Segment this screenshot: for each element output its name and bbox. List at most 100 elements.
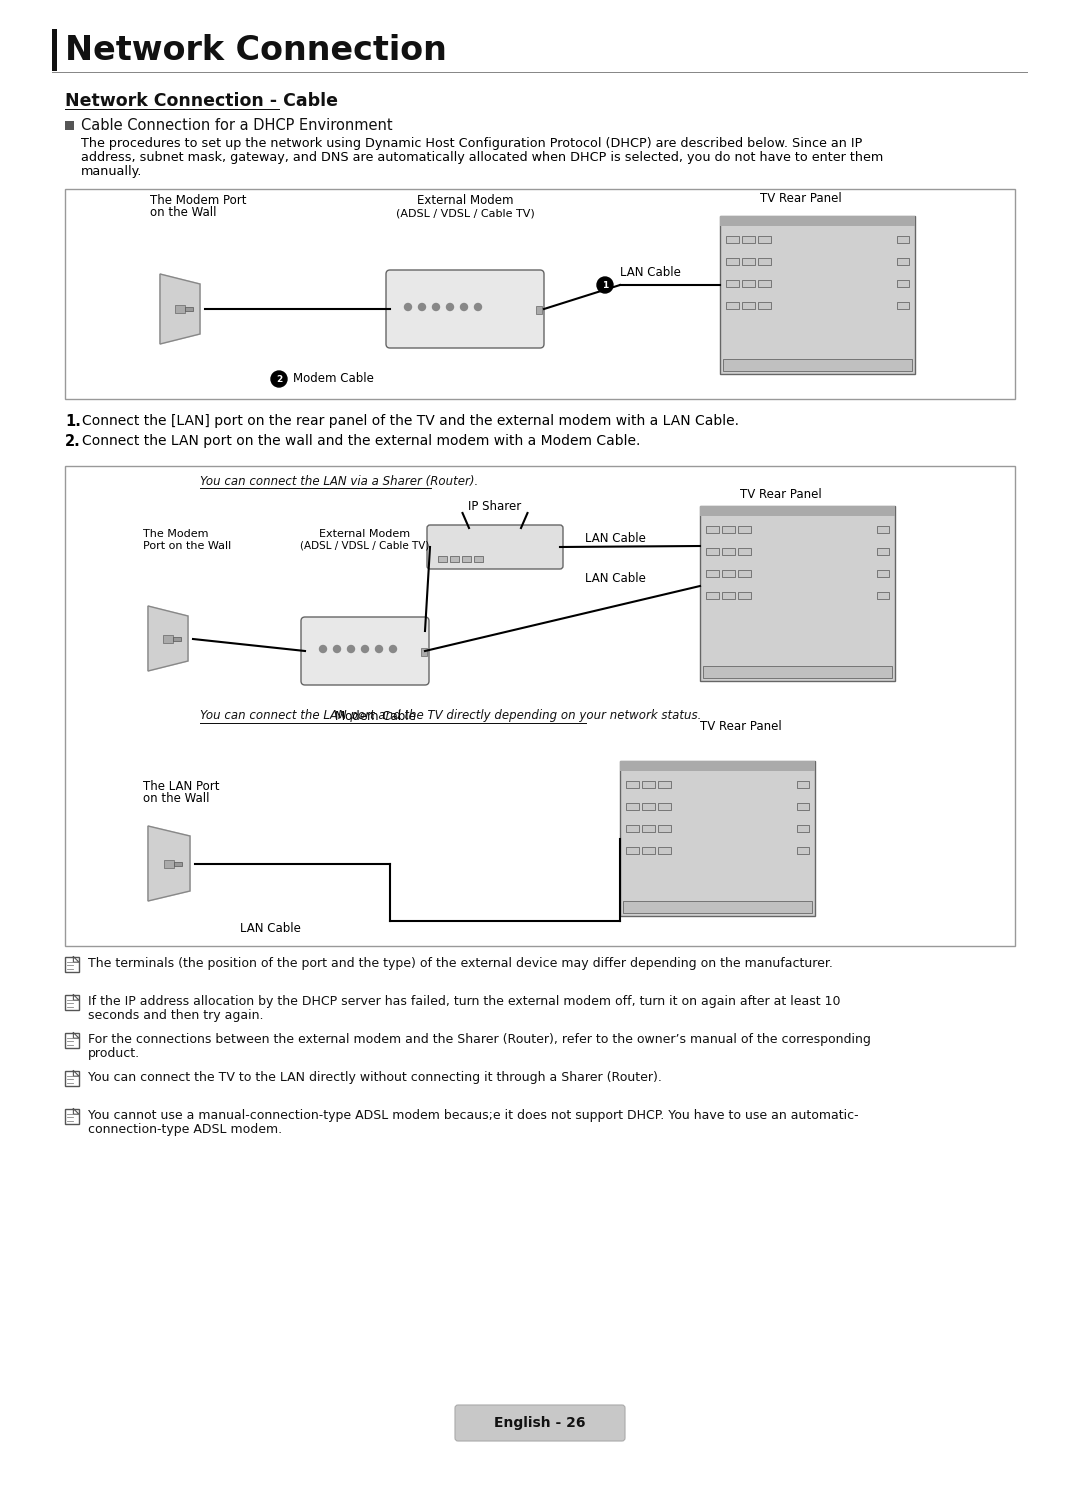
Bar <box>723 592 735 600</box>
Bar <box>897 257 909 265</box>
Bar <box>65 466 1015 946</box>
Bar <box>65 994 79 1010</box>
Text: 1: 1 <box>602 281 608 290</box>
Bar <box>738 570 751 577</box>
Bar <box>897 237 909 243</box>
Bar <box>438 557 447 562</box>
Bar <box>758 237 771 243</box>
Text: Connect the LAN port on the wall and the external modem with a Modem Cable.: Connect the LAN port on the wall and the… <box>82 434 640 448</box>
Bar <box>897 302 909 310</box>
Text: 2.: 2. <box>65 433 81 448</box>
Polygon shape <box>148 606 188 671</box>
Bar <box>797 824 809 832</box>
Text: Connect the [LAN] port on the rear panel of the TV and the external modem with a: Connect the [LAN] port on the rear panel… <box>82 414 739 429</box>
Text: TV Rear Panel: TV Rear Panel <box>740 488 822 500</box>
Text: TV Rear Panel: TV Rear Panel <box>700 720 782 732</box>
Bar <box>626 804 639 809</box>
Text: product.: product. <box>87 1048 140 1061</box>
Text: IP Sharer: IP Sharer <box>469 500 522 512</box>
Bar <box>723 359 912 371</box>
Circle shape <box>432 304 440 311</box>
Text: on the Wall: on the Wall <box>150 207 216 220</box>
Circle shape <box>419 304 426 311</box>
Bar <box>726 257 739 265</box>
Circle shape <box>446 304 454 311</box>
Bar <box>726 302 739 310</box>
Text: LAN Cable: LAN Cable <box>240 921 300 934</box>
Bar <box>620 760 815 917</box>
Text: English - 26: English - 26 <box>495 1417 585 1430</box>
Text: The LAN Port: The LAN Port <box>143 780 219 793</box>
Text: 1.: 1. <box>65 414 81 429</box>
Text: The Modem: The Modem <box>143 530 208 539</box>
Bar <box>421 647 427 656</box>
Bar <box>642 824 654 832</box>
Text: The procedures to set up the network using Dynamic Host Configuration Protocol (: The procedures to set up the network usi… <box>81 137 862 150</box>
FancyBboxPatch shape <box>455 1405 625 1440</box>
FancyBboxPatch shape <box>427 525 563 568</box>
Circle shape <box>320 646 326 653</box>
Bar <box>164 860 174 868</box>
Bar <box>706 548 719 555</box>
Bar <box>65 1109 79 1123</box>
Text: seconds and then try again.: seconds and then try again. <box>87 1009 264 1022</box>
FancyBboxPatch shape <box>386 269 544 348</box>
Bar <box>163 635 173 643</box>
Text: Port on the Wall: Port on the Wall <box>143 542 231 551</box>
Polygon shape <box>148 826 190 902</box>
Bar <box>642 804 654 809</box>
Bar <box>877 548 889 555</box>
Bar <box>723 525 735 533</box>
Text: manually.: manually. <box>81 165 143 179</box>
Bar <box>185 307 193 311</box>
Bar <box>758 280 771 287</box>
Circle shape <box>390 646 396 653</box>
Circle shape <box>597 277 613 293</box>
Text: You can connect the LAN port and the TV directly depending on your network statu: You can connect the LAN port and the TV … <box>200 710 701 723</box>
Circle shape <box>405 304 411 311</box>
Bar <box>700 506 895 516</box>
Text: on the Wall: on the Wall <box>143 792 210 805</box>
Bar <box>462 557 471 562</box>
Circle shape <box>271 371 287 387</box>
Bar <box>65 121 75 129</box>
Bar <box>474 557 483 562</box>
Bar <box>658 847 671 854</box>
Text: (ADSL / VDSL / Cable TV): (ADSL / VDSL / Cable TV) <box>300 542 430 551</box>
Text: LAN Cable: LAN Cable <box>585 531 646 545</box>
Text: You can connect the TV to the LAN directly without connecting it through a Share: You can connect the TV to the LAN direct… <box>87 1071 662 1085</box>
Text: Cable Connection for a DHCP Environment: Cable Connection for a DHCP Environment <box>81 119 393 134</box>
Text: connection-type ADSL modem.: connection-type ADSL modem. <box>87 1123 282 1137</box>
Text: Network Connection - Cable: Network Connection - Cable <box>65 92 338 110</box>
Bar <box>626 781 639 789</box>
Bar <box>642 847 654 854</box>
Bar <box>642 781 654 789</box>
Bar <box>706 592 719 600</box>
Text: The Modem Port: The Modem Port <box>150 195 246 207</box>
Text: External Modem: External Modem <box>320 530 410 539</box>
Bar <box>52 71 1028 73</box>
Text: LAN Cable: LAN Cable <box>585 571 646 585</box>
Bar <box>742 257 755 265</box>
Text: TV Rear Panel: TV Rear Panel <box>760 192 841 205</box>
Text: Modem Cable: Modem Cable <box>335 710 416 723</box>
Bar <box>742 237 755 243</box>
Text: address, subnet mask, gateway, and DNS are automatically allocated when DHCP is : address, subnet mask, gateway, and DNS a… <box>81 152 883 165</box>
Bar <box>897 280 909 287</box>
Polygon shape <box>160 274 200 344</box>
Bar <box>65 189 1015 399</box>
Text: You cannot use a manual-connection-type ADSL modem becaus;e it does not support : You cannot use a manual-connection-type … <box>87 1110 859 1122</box>
Bar <box>758 257 771 265</box>
Text: If the IP address allocation by the DHCP server has failed, turn the external mo: If the IP address allocation by the DHCP… <box>87 995 840 1009</box>
Circle shape <box>474 304 482 311</box>
Bar <box>738 548 751 555</box>
Bar <box>536 307 542 314</box>
Bar <box>758 302 771 310</box>
Text: You can connect the LAN via a Sharer (Router).: You can connect the LAN via a Sharer (Ro… <box>200 475 478 488</box>
Bar <box>658 824 671 832</box>
Bar <box>450 557 459 562</box>
Bar <box>700 506 895 682</box>
FancyBboxPatch shape <box>301 618 429 684</box>
Circle shape <box>460 304 468 311</box>
Bar <box>623 902 812 914</box>
